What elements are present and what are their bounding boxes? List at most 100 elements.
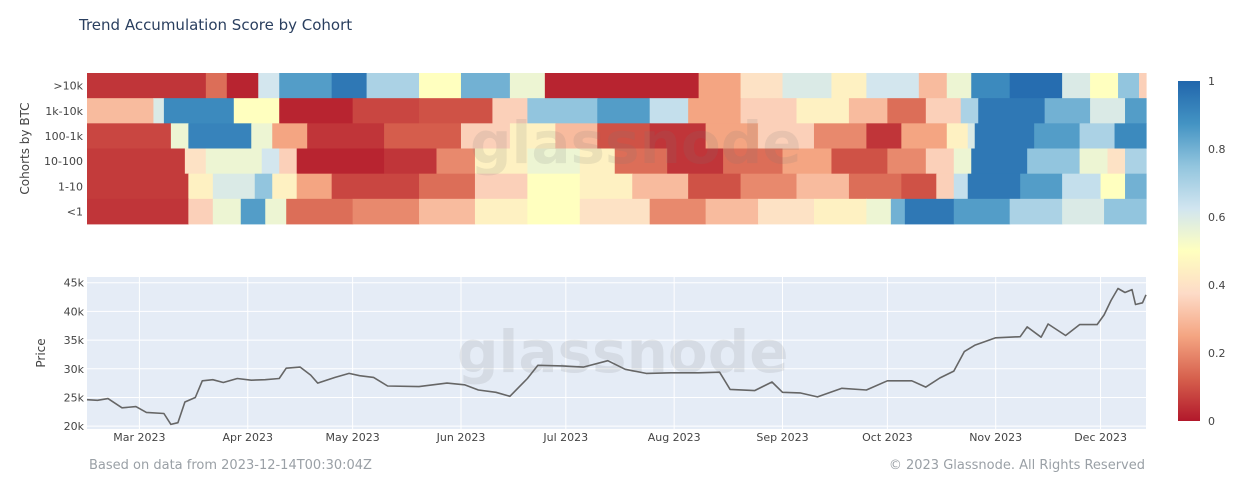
colorbar-tick-label: 1 xyxy=(1208,75,1215,88)
heatmap-cell xyxy=(887,98,927,124)
heatmap-cell xyxy=(967,123,976,149)
heatmap-cell xyxy=(436,148,476,175)
heatmap-cell xyxy=(887,148,927,175)
heatmap-cell xyxy=(279,98,354,124)
colorbar-tick-label: 0.6 xyxy=(1208,211,1226,224)
x-axis-tick-label: Dec 2023 xyxy=(1074,431,1127,444)
colorbar-tick-label: 0.4 xyxy=(1208,279,1226,292)
heatmap-cell xyxy=(331,173,420,200)
heatmap-row-label: 10-100 xyxy=(44,155,83,168)
heatmap xyxy=(87,73,1147,225)
heatmap-cell xyxy=(509,73,546,99)
heatmap-cell xyxy=(866,123,902,149)
heatmap-cell xyxy=(474,173,528,200)
heatmap-cell xyxy=(205,148,263,175)
heatmap-cell xyxy=(87,73,207,99)
heatmap-cell xyxy=(188,173,214,200)
heatmap-cell xyxy=(1114,123,1147,149)
heatmap-cell xyxy=(813,198,867,225)
watermark-top: glassnode xyxy=(470,109,802,177)
heatmap-cell xyxy=(901,173,937,200)
heatmap-cell xyxy=(1009,198,1063,225)
heatmap-cell xyxy=(87,198,189,225)
heatmap-cell xyxy=(188,198,214,225)
heatmap-cell xyxy=(474,198,528,225)
heatmap-cell xyxy=(866,73,920,99)
heatmap-cell xyxy=(705,198,759,225)
heatmap-row-labels: >10k 1k-10k 100-1k 10-100 1-10 <1 xyxy=(44,80,84,219)
heatmap-cell xyxy=(1020,173,1063,200)
heatmap-cell xyxy=(901,123,948,149)
heatmap-cell xyxy=(688,98,742,124)
heatmap-cell xyxy=(890,198,906,225)
heatmap-cell xyxy=(1125,98,1147,124)
heatmap-cell xyxy=(286,198,354,225)
price-y-tick-label: 20k xyxy=(64,420,85,433)
heatmap-cell xyxy=(698,73,742,99)
heatmap-cell xyxy=(261,148,280,175)
x-axis-ticks: Mar 2023 Apr 2023 May 2023 Jun 2023 Jul 2023… xyxy=(113,431,1127,444)
heatmap-cell xyxy=(87,148,186,175)
colorbar-tick-label: 0.8 xyxy=(1208,143,1226,156)
colorbar xyxy=(1178,81,1200,421)
footer-copyright: © 2023 Glassnode. All Rights Reserved xyxy=(889,458,1145,473)
heatmap-cell xyxy=(614,148,668,175)
heatmap-cell xyxy=(1062,173,1102,200)
heatmap-cell xyxy=(544,73,633,99)
heatmap-cell xyxy=(240,198,266,225)
heatmap-cell xyxy=(796,173,850,200)
heatmap-row-label: <1 xyxy=(67,205,83,218)
heatmap-cell xyxy=(1062,73,1091,99)
heatmap-cell xyxy=(233,98,280,124)
heatmap-cell xyxy=(212,198,242,225)
heatmap-cell xyxy=(848,98,888,124)
heatmap-cell xyxy=(1090,73,1119,99)
colorbar-ticks: 0 0.2 0.4 0.6 0.8 1 xyxy=(1208,75,1226,428)
heatmap-cell xyxy=(419,198,476,225)
heatmap-cell xyxy=(1104,198,1147,225)
heatmap-cell xyxy=(352,98,420,124)
heatmap-cell xyxy=(527,198,581,225)
heatmap-cell xyxy=(579,173,633,200)
colorbar-tick-label: 0.2 xyxy=(1208,347,1226,360)
heatmap-cell xyxy=(796,98,850,124)
heatmap-cell xyxy=(974,123,1035,149)
heatmap-cell xyxy=(279,73,333,99)
heatmap-cell xyxy=(254,173,273,200)
heatmap-cell xyxy=(936,173,955,200)
heatmap-cell xyxy=(848,173,902,200)
heatmap-row-label: 100-1k xyxy=(45,130,84,143)
heatmap-cell xyxy=(205,73,228,99)
footer-data-note: Based on data from 2023-12-14T00:30:04Z xyxy=(89,458,372,473)
price-line xyxy=(86,287,1147,426)
price-y-tick-label: 25k xyxy=(64,392,85,405)
heatmap-cell xyxy=(460,73,511,99)
heatmap-cell xyxy=(419,173,476,200)
heatmap-cell xyxy=(579,198,651,225)
heatmap-cell xyxy=(971,148,1028,175)
heatmap-cell xyxy=(723,148,784,175)
heatmap-cell xyxy=(971,73,1011,99)
heatmap-y-axis-title: Cohorts by BTC xyxy=(18,102,32,194)
heatmap-cell xyxy=(946,73,972,99)
x-axis-tick-label: Mar 2023 xyxy=(113,431,165,444)
heatmap-cell xyxy=(492,98,528,124)
heatmap-cell xyxy=(170,123,189,149)
price-y-ticks: 20k 25k 30k 35k 40k 45k xyxy=(64,277,85,433)
price-y-tick-label: 40k xyxy=(64,305,85,318)
heatmap-cell xyxy=(632,173,689,200)
heatmap-cell xyxy=(279,148,298,175)
heatmap-cell xyxy=(555,123,598,149)
heatmap-cell xyxy=(460,123,511,149)
heatmap-cell xyxy=(296,148,385,175)
x-axis-tick-label: Jul 2023 xyxy=(542,431,588,444)
heatmap-cell xyxy=(960,98,979,124)
x-axis-tick-label: May 2023 xyxy=(325,431,379,444)
heatmap-cell xyxy=(649,98,689,124)
heatmap-cell xyxy=(688,173,742,200)
heatmap-row-label: 1k-10k xyxy=(45,105,83,118)
heatmap-cell xyxy=(953,148,972,175)
heatmap-row-label: 1-10 xyxy=(58,180,83,193)
price-series xyxy=(86,287,1147,426)
heatmap-cell xyxy=(1027,148,1081,175)
